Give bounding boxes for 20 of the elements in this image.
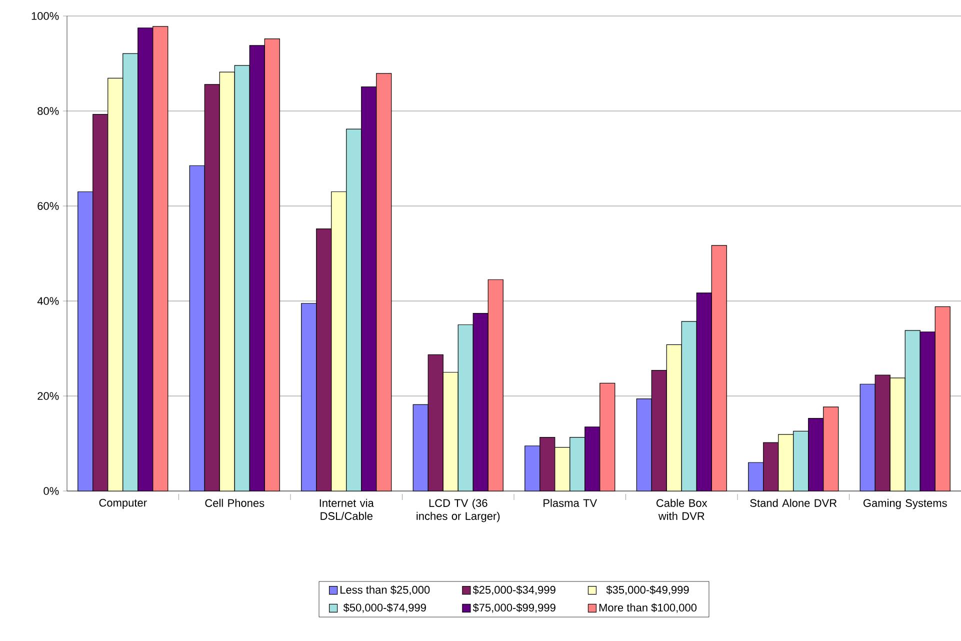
legend-label: More than $100,000 xyxy=(599,603,697,613)
x-tick-label: Gaming Systems xyxy=(863,498,947,510)
y-tick-label: 60% xyxy=(38,202,59,210)
x-tick-label: Plasma TV xyxy=(544,498,598,507)
y-tick-label: 0% xyxy=(44,487,59,495)
y-tick-label: 80% xyxy=(38,107,59,115)
x-tick-label: LCD TV (36 inches or Larger) xyxy=(416,498,500,522)
y-tick-label: 40% xyxy=(37,297,59,305)
x-tick-label: Cell Phones xyxy=(205,498,264,507)
x-tick-label: Computer xyxy=(99,498,147,509)
x-tick-label: Stand Alone DVR xyxy=(750,498,837,507)
x-tick-label: Cable Box with DVR xyxy=(656,498,708,520)
x-tick-label: Internet via DSL/Cable xyxy=(320,498,374,520)
y-tick-label: 100% xyxy=(32,12,59,20)
legend-label: $25,000-$34,999 xyxy=(472,585,556,596)
legend-label: $50,000-$74,999 xyxy=(343,603,426,613)
legend-label: Less than $25,000 xyxy=(340,585,430,596)
legend-label: $35,000-$49,999 xyxy=(606,585,689,596)
legend-label: $75,000-$99,999 xyxy=(472,603,556,613)
y-tick-label: 20% xyxy=(38,392,59,400)
